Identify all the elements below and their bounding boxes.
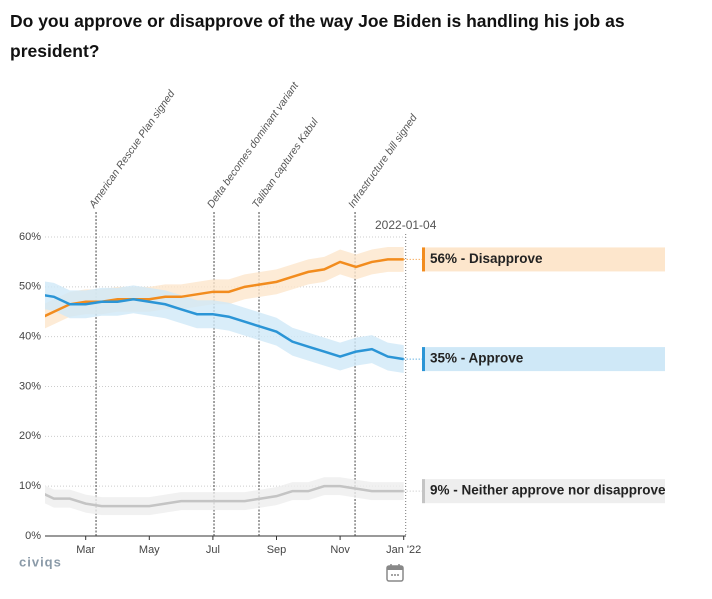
series-line	[45, 294, 404, 361]
label-background	[422, 247, 665, 272]
x-tick-label: May	[139, 544, 160, 556]
annotation-label: Infrastructure bill signed	[346, 111, 420, 210]
chart-title: Do you approve or disapprove of the way …	[10, 11, 625, 61]
x-tick-label: Sep	[267, 544, 287, 556]
y-tick-label: 10%	[19, 480, 41, 492]
x-tick-label: Jan '22	[386, 544, 421, 556]
label-background	[422, 479, 665, 504]
y-tick-label: 20%	[19, 430, 41, 442]
x-tick-label: Nov	[330, 544, 350, 556]
label-background	[422, 347, 665, 372]
y-tick-label: 30%	[19, 380, 41, 392]
confidence-band	[45, 281, 404, 374]
annotation-label: Delta becomes dominant variant	[205, 79, 302, 210]
label-marker	[422, 479, 425, 504]
label-marker	[422, 247, 425, 272]
confidence-band	[45, 477, 404, 516]
legend-label: 9% - Neither approve nor disapprove	[430, 483, 666, 498]
x-tick-label: Mar	[76, 544, 95, 556]
y-tick-label: 0%	[25, 530, 41, 542]
label-marker	[422, 347, 425, 372]
legend-label: 35% - Approve	[430, 351, 524, 366]
annotation-label: American Rescue Plan signed	[86, 87, 178, 211]
x-tick-label: Jul	[206, 544, 220, 556]
logo: civiqs	[19, 554, 62, 569]
series-line	[45, 484, 404, 508]
calendar-icon[interactable]	[386, 564, 404, 582]
y-tick-label: 40%	[19, 331, 41, 343]
y-tick-label: 50%	[19, 281, 41, 293]
y-tick-label: 60%	[19, 231, 41, 243]
hover-date: 2022-01-04	[375, 218, 437, 232]
legend-label: 56% - Disapprove	[430, 251, 543, 266]
